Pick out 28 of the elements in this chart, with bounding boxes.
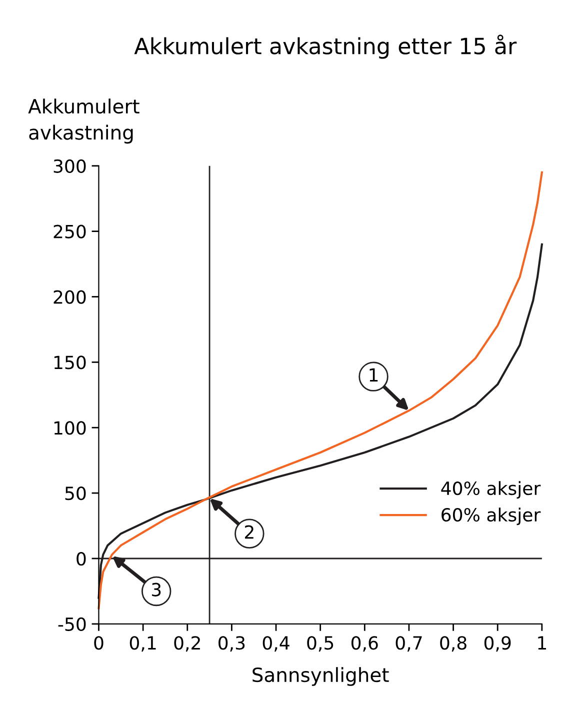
y-tick-label: -50 [58, 617, 86, 632]
x-tick-label: 0,5 [307, 636, 334, 652]
x-tick-label: 0,1 [130, 636, 156, 652]
x-tick-label: 0 [94, 636, 104, 650]
legend-label: 40% aksjer [441, 481, 541, 499]
y-tick-label: 0 [76, 552, 86, 566]
x-tick-label: 0,2 [174, 636, 200, 652]
x-tick-label: 0,7 [396, 636, 422, 652]
x-tick-label: 0,9 [484, 636, 511, 652]
y-tick-label: 150 [54, 356, 86, 370]
legend-label: 60% aksjer [442, 508, 541, 526]
y-tick-label: 100 [54, 421, 86, 435]
chart-title: Akkumulert avkastning etter 15 år [134, 34, 517, 59]
annotation: 1 [370, 368, 378, 382]
x-axis-title: Sannsynlighet [252, 667, 389, 686]
y-tick-label: 250 [54, 224, 86, 238]
y-tick-label: 50 [65, 486, 86, 500]
y-tick-label: 200 [54, 290, 86, 304]
annotation: 2 [245, 525, 254, 539]
y-axis-title: Akkumulert avkastning [28, 98, 140, 144]
x-tick-label: 0,8 [440, 636, 466, 652]
x-tick-label: 0,4 [262, 636, 290, 652]
x-tick-label: 0,6 [351, 636, 378, 652]
y-tick-label: 300 [54, 159, 86, 173]
x-tick-label: 1 [538, 636, 546, 650]
line-series [98, 171, 543, 610]
x-tick-label: 0,3 [218, 636, 245, 652]
annotation: 3 [152, 582, 161, 596]
